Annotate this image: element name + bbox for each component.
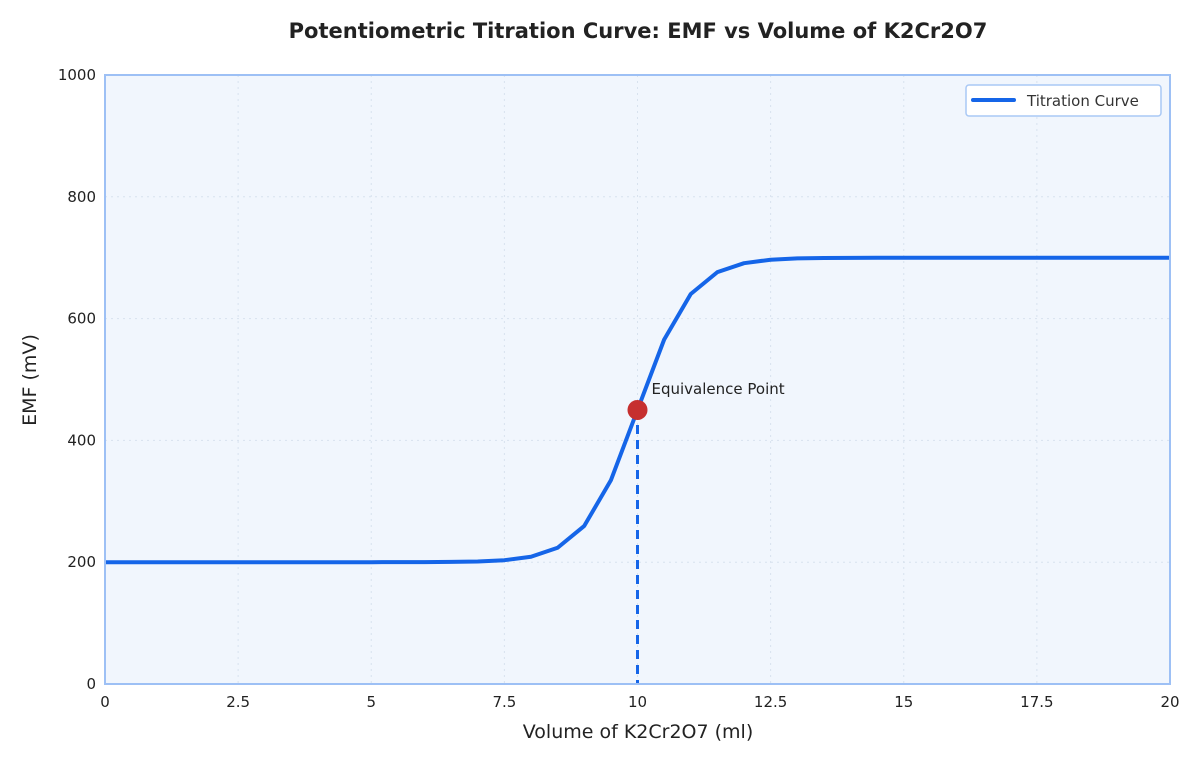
y-tick-label: 800 [67, 188, 96, 206]
x-tick-label: 15 [894, 693, 913, 711]
x-tick-label: 17.5 [1020, 693, 1053, 711]
equivalence-point-marker [627, 399, 648, 420]
equivalence-point-label: Equivalence Point [652, 380, 785, 398]
x-tick-label: 2.5 [226, 693, 250, 711]
x-tick-label: 20 [1160, 693, 1179, 711]
y-tick-label: 0 [86, 675, 96, 693]
x-axis-label: Volume of K2Cr2O7 (ml) [523, 721, 753, 743]
x-tick-label: 10 [628, 693, 647, 711]
legend-label: Titration Curve [1026, 92, 1139, 110]
x-axis-ticks: 0 2.5 5 7.5 10 12.5 15 17.5 20 [100, 693, 1179, 711]
y-tick-label: 1000 [58, 66, 96, 84]
y-tick-label: 600 [67, 310, 96, 328]
legend: Titration Curve [965, 84, 1162, 117]
x-tick-label: 12.5 [754, 693, 787, 711]
y-axis-ticks: 0 200 400 600 800 1000 [58, 66, 96, 693]
axes-frame [104, 74, 1171, 685]
x-tick-label: 7.5 [492, 693, 516, 711]
y-axis-label: EMF (mV) [19, 334, 41, 426]
y-tick-label: 400 [67, 431, 96, 449]
x-tick-label: 0 [100, 693, 110, 711]
y-tick-label: 200 [67, 553, 96, 571]
chart-title: Potentiometric Titration Curve: EMF vs V… [289, 19, 988, 43]
x-tick-label: 5 [366, 693, 376, 711]
